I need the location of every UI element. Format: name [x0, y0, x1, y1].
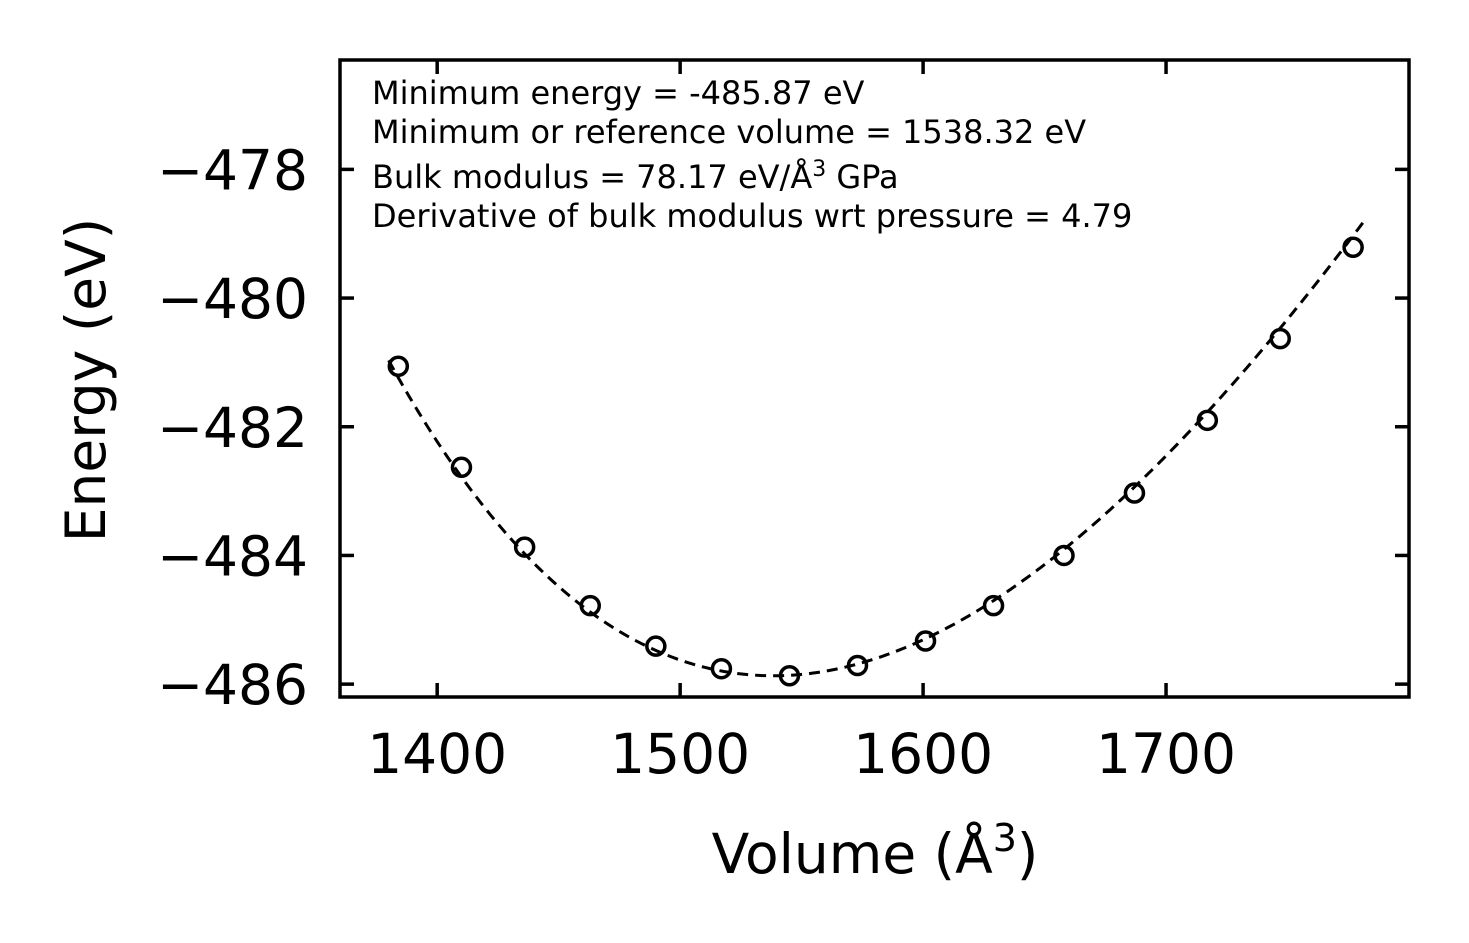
data-point: [778, 665, 801, 687]
fit-curve: [387, 221, 1365, 678]
data-point: [846, 654, 869, 677]
y-tick-label: −478: [157, 138, 308, 202]
data-point: [710, 657, 733, 680]
x-tick-label: 1400: [367, 722, 507, 786]
annotation-bulk-modulus-tail: GPa: [826, 158, 898, 196]
data-point: [982, 594, 1005, 617]
annotation-box: Minimum energy = -485.87 eV Minimum or r…: [372, 74, 1132, 235]
data-point: [1196, 409, 1219, 432]
x-tick-label: 1700: [1096, 722, 1236, 786]
x-axis-title: Volume (Å3): [712, 816, 1039, 886]
y-tick-label: −486: [157, 653, 308, 717]
data-point: [1053, 544, 1075, 567]
data-point: [1342, 236, 1364, 258]
y-tick-label: −480: [157, 267, 308, 331]
data-point: [513, 536, 536, 558]
data-point: [579, 594, 601, 617]
annotation-bulk-modulus-derivative: Derivative of bulk modulus wrt pressure …: [372, 197, 1132, 235]
x-axis-title-tail: ): [1017, 822, 1038, 886]
data-point: [1269, 327, 1291, 350]
y-tick-label: −484: [157, 524, 308, 588]
y-axis-ticks: −478 −480 −482 −484 −486: [157, 138, 1409, 717]
data-point: [645, 635, 667, 657]
annotation-bulk-modulus-sup: 3: [812, 157, 826, 182]
plot-marks: [387, 221, 1365, 687]
y-tick-label: −482: [157, 396, 308, 460]
annotation-min-energy: Minimum energy = -485.87 eV: [372, 74, 865, 112]
data-point: [1123, 482, 1146, 504]
annotation-min-volume: Minimum or reference volume = 1538.32 eV: [372, 113, 1086, 151]
annotation-bulk-modulus: Bulk modulus = 78.17 eV/Å3 GPa: [372, 157, 899, 196]
annotation-bulk-modulus-text: Bulk modulus = 78.17 eV/Å: [372, 158, 812, 196]
x-tick-label: 1500: [610, 722, 750, 786]
plot-frame: [338, 58, 1411, 699]
data-point: [914, 630, 937, 652]
x-axis-title-text: Volume (Å: [712, 821, 993, 886]
y-axis-title: Energy (eV): [54, 218, 118, 542]
data-point: [387, 355, 410, 378]
x-axis-ticks: 1400 1500 1600 1700: [367, 60, 1236, 786]
x-axis-title-sup: 3: [993, 816, 1017, 860]
data-point: [450, 456, 473, 479]
x-tick-label: 1600: [853, 722, 993, 786]
